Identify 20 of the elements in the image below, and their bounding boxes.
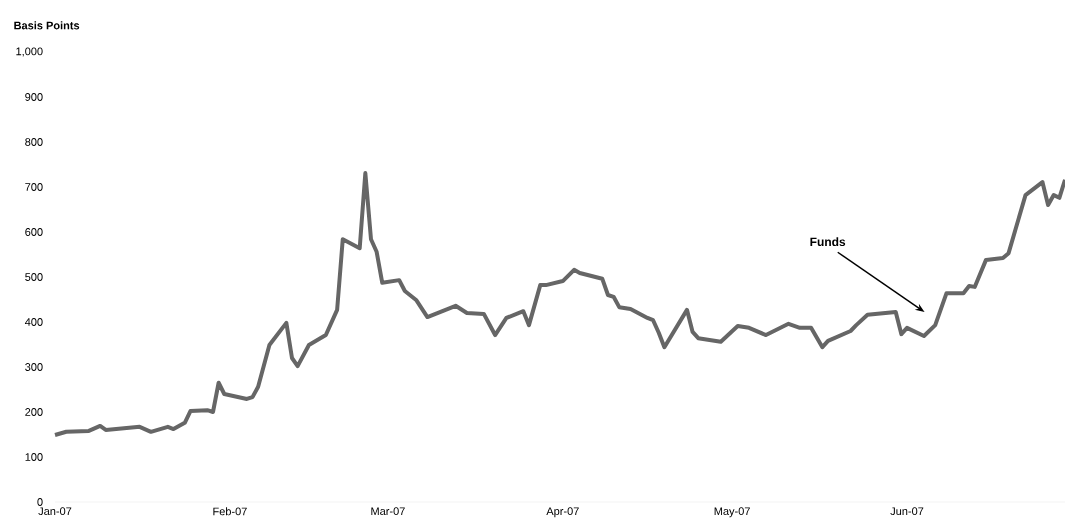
- y-tick-label: 400: [24, 318, 43, 326]
- line-series: [53, 171, 1065, 437]
- y-tick-label: 600: [25, 228, 43, 236]
- x-tick-label: Mar-07: [371, 507, 405, 516]
- y-tick-label: 700: [25, 183, 43, 191]
- y-tick-label: 300: [25, 363, 43, 371]
- y-tick-label: 0: [37, 498, 43, 506]
- y-tick-label: 800: [25, 138, 43, 146]
- annotation: Funds: [810, 237, 846, 247]
- y-tick-label: 100: [25, 453, 43, 461]
- x-tick-label: Jun-07: [890, 507, 924, 516]
- y-tick-label: 200: [25, 408, 43, 416]
- x-tick-label: Apr-07: [546, 507, 579, 518]
- y-tick-label: 500: [25, 273, 43, 281]
- x-tick-label: May-07: [714, 507, 750, 518]
- y-tick-label: 900: [25, 93, 43, 101]
- y-axis-title: Basis Points: [14, 21, 80, 30]
- y-tick-label: 1,000: [16, 47, 43, 57]
- x-tick-label: Feb-07: [213, 507, 247, 516]
- x-tick-label: Jan-07: [38, 507, 72, 516]
